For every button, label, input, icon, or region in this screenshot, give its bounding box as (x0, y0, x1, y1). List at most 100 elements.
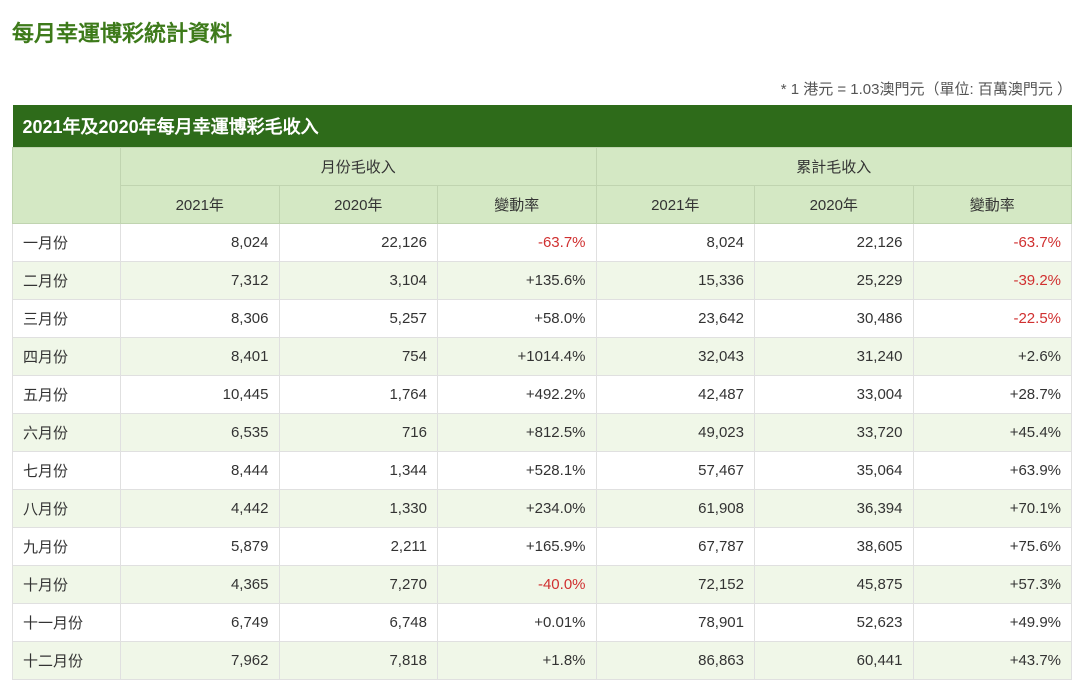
cell: 25,229 (755, 262, 914, 300)
table-row: 八月份4,4421,330+234.0%61,90836,394+70.1% (13, 490, 1072, 528)
cell: 31,240 (755, 338, 914, 376)
cell: 61,908 (596, 490, 755, 528)
cell: +58.0% (438, 300, 597, 338)
cell: +0.01% (438, 604, 597, 642)
col-header: 2021年 (121, 186, 280, 224)
cell: 1,764 (279, 376, 438, 414)
cell: 十一月份 (13, 604, 121, 642)
cell: +75.6% (913, 528, 1072, 566)
cell: +43.7% (913, 642, 1072, 680)
cell: +135.6% (438, 262, 597, 300)
page-title: 每月幸運博彩統計資料 (12, 16, 1072, 48)
cell: 33,720 (755, 414, 914, 452)
cell: 78,901 (596, 604, 755, 642)
cell: 1,344 (279, 452, 438, 490)
cell: 四月份 (13, 338, 121, 376)
cell: 45,875 (755, 566, 914, 604)
cell: 九月份 (13, 528, 121, 566)
cell: -63.7% (913, 224, 1072, 262)
cell: 6,748 (279, 604, 438, 642)
cell: 6,535 (121, 414, 280, 452)
group-header-monthly: 月份毛收入 (121, 148, 597, 186)
cell: 一月份 (13, 224, 121, 262)
col-header: 變動率 (438, 186, 597, 224)
cell: 15,336 (596, 262, 755, 300)
cell: 4,365 (121, 566, 280, 604)
table-title: 2021年及2020年每月幸運博彩毛收入 (13, 105, 1072, 148)
cell: +57.3% (913, 566, 1072, 604)
table-row: 一月份8,02422,126-63.7%8,02422,126-63.7% (13, 224, 1072, 262)
cell: 10,445 (121, 376, 280, 414)
cell: 3,104 (279, 262, 438, 300)
cell: 7,270 (279, 566, 438, 604)
cell: 五月份 (13, 376, 121, 414)
table-row: 二月份7,3123,104+135.6%15,33625,229-39.2% (13, 262, 1072, 300)
cell: 7,962 (121, 642, 280, 680)
cell: 754 (279, 338, 438, 376)
cell: +45.4% (913, 414, 1072, 452)
cell: 8,306 (121, 300, 280, 338)
col-header: 2020年 (755, 186, 914, 224)
cell: 23,642 (596, 300, 755, 338)
cell: 8,024 (121, 224, 280, 262)
corner-cell (13, 148, 121, 224)
cell: +1014.4% (438, 338, 597, 376)
sub-header-row: 2021年 2020年 變動率 2021年 2020年 變動率 (13, 186, 1072, 224)
table-row: 五月份10,4451,764+492.2%42,48733,004+28.7% (13, 376, 1072, 414)
cell: 22,126 (279, 224, 438, 262)
cell: -63.7% (438, 224, 597, 262)
cell: 七月份 (13, 452, 121, 490)
cell: -40.0% (438, 566, 597, 604)
col-header: 2021年 (596, 186, 755, 224)
cell: 22,126 (755, 224, 914, 262)
cell: +2.6% (913, 338, 1072, 376)
cell: 5,257 (279, 300, 438, 338)
cell: +28.7% (913, 376, 1072, 414)
cell: 42,487 (596, 376, 755, 414)
unit-note: * 1 港元 = 1.03澳門元（單位: 百萬澳門元 ） (12, 78, 1072, 99)
table-body: 一月份8,02422,126-63.7%8,02422,126-63.7%二月份… (13, 224, 1072, 680)
cell: +70.1% (913, 490, 1072, 528)
group-header-cumulative: 累計毛收入 (596, 148, 1072, 186)
cell: 716 (279, 414, 438, 452)
cell: 三月份 (13, 300, 121, 338)
cell: 8,444 (121, 452, 280, 490)
cell: +234.0% (438, 490, 597, 528)
cell: 49,023 (596, 414, 755, 452)
cell: +528.1% (438, 452, 597, 490)
table-row: 十一月份6,7496,748+0.01%78,90152,623+49.9% (13, 604, 1072, 642)
table-row: 七月份8,4441,344+528.1%57,46735,064+63.9% (13, 452, 1072, 490)
table-row: 六月份6,535716+812.5%49,02333,720+45.4% (13, 414, 1072, 452)
cell: 1,330 (279, 490, 438, 528)
cell: 6,749 (121, 604, 280, 642)
cell: 52,623 (755, 604, 914, 642)
table-row: 九月份5,8792,211+165.9%67,78738,605+75.6% (13, 528, 1072, 566)
cell: 86,863 (596, 642, 755, 680)
revenue-table: 2021年及2020年每月幸運博彩毛收入 月份毛收入 累計毛收入 2021年 2… (12, 105, 1072, 680)
col-header: 2020年 (279, 186, 438, 224)
cell: +49.9% (913, 604, 1072, 642)
cell: +165.9% (438, 528, 597, 566)
cell: -39.2% (913, 262, 1072, 300)
cell: 二月份 (13, 262, 121, 300)
cell: 八月份 (13, 490, 121, 528)
cell: +1.8% (438, 642, 597, 680)
cell: +812.5% (438, 414, 597, 452)
cell: 十二月份 (13, 642, 121, 680)
cell: 7,312 (121, 262, 280, 300)
cell: 7,818 (279, 642, 438, 680)
cell: 57,467 (596, 452, 755, 490)
cell: 十月份 (13, 566, 121, 604)
cell: 33,004 (755, 376, 914, 414)
cell: 六月份 (13, 414, 121, 452)
cell: 35,064 (755, 452, 914, 490)
cell: 60,441 (755, 642, 914, 680)
cell: 32,043 (596, 338, 755, 376)
cell: 36,394 (755, 490, 914, 528)
cell: 30,486 (755, 300, 914, 338)
table-row: 十二月份7,9627,818+1.8%86,86360,441+43.7% (13, 642, 1072, 680)
cell: 38,605 (755, 528, 914, 566)
cell: +492.2% (438, 376, 597, 414)
cell: 2,211 (279, 528, 438, 566)
cell: 5,879 (121, 528, 280, 566)
